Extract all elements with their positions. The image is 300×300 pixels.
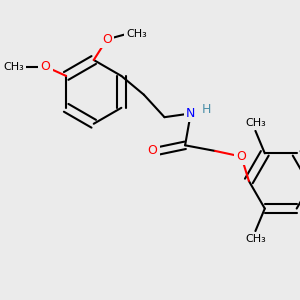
Text: H: H xyxy=(202,103,211,116)
Text: CH₃: CH₃ xyxy=(245,234,266,244)
Text: CH₃: CH₃ xyxy=(127,29,147,39)
Text: N: N xyxy=(186,107,195,120)
Text: O: O xyxy=(40,60,50,73)
Text: O: O xyxy=(236,150,246,163)
Text: CH₃: CH₃ xyxy=(3,61,24,72)
Text: CH₃: CH₃ xyxy=(245,118,266,128)
Text: O: O xyxy=(102,33,112,46)
Text: O: O xyxy=(148,144,158,158)
